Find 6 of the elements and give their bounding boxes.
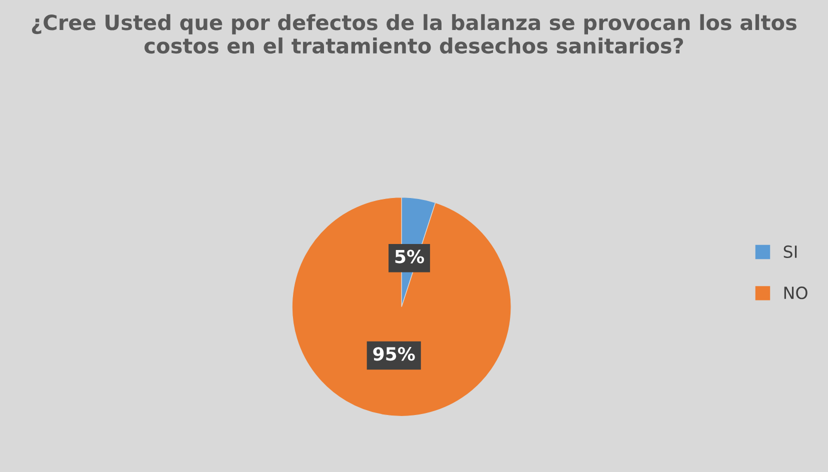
data-label: 95% (373, 347, 415, 361)
data-label: 5% (395, 250, 424, 264)
chart-title: ¿Cree Usted que por defectos de la balanza se provocan los altos costos en el tratamiento desechos sanitarios? (32, 14, 796, 54)
legend-label: NO (784, 286, 808, 300)
pie-slice (292, 196, 512, 417)
legend-label: SI (784, 245, 797, 258)
